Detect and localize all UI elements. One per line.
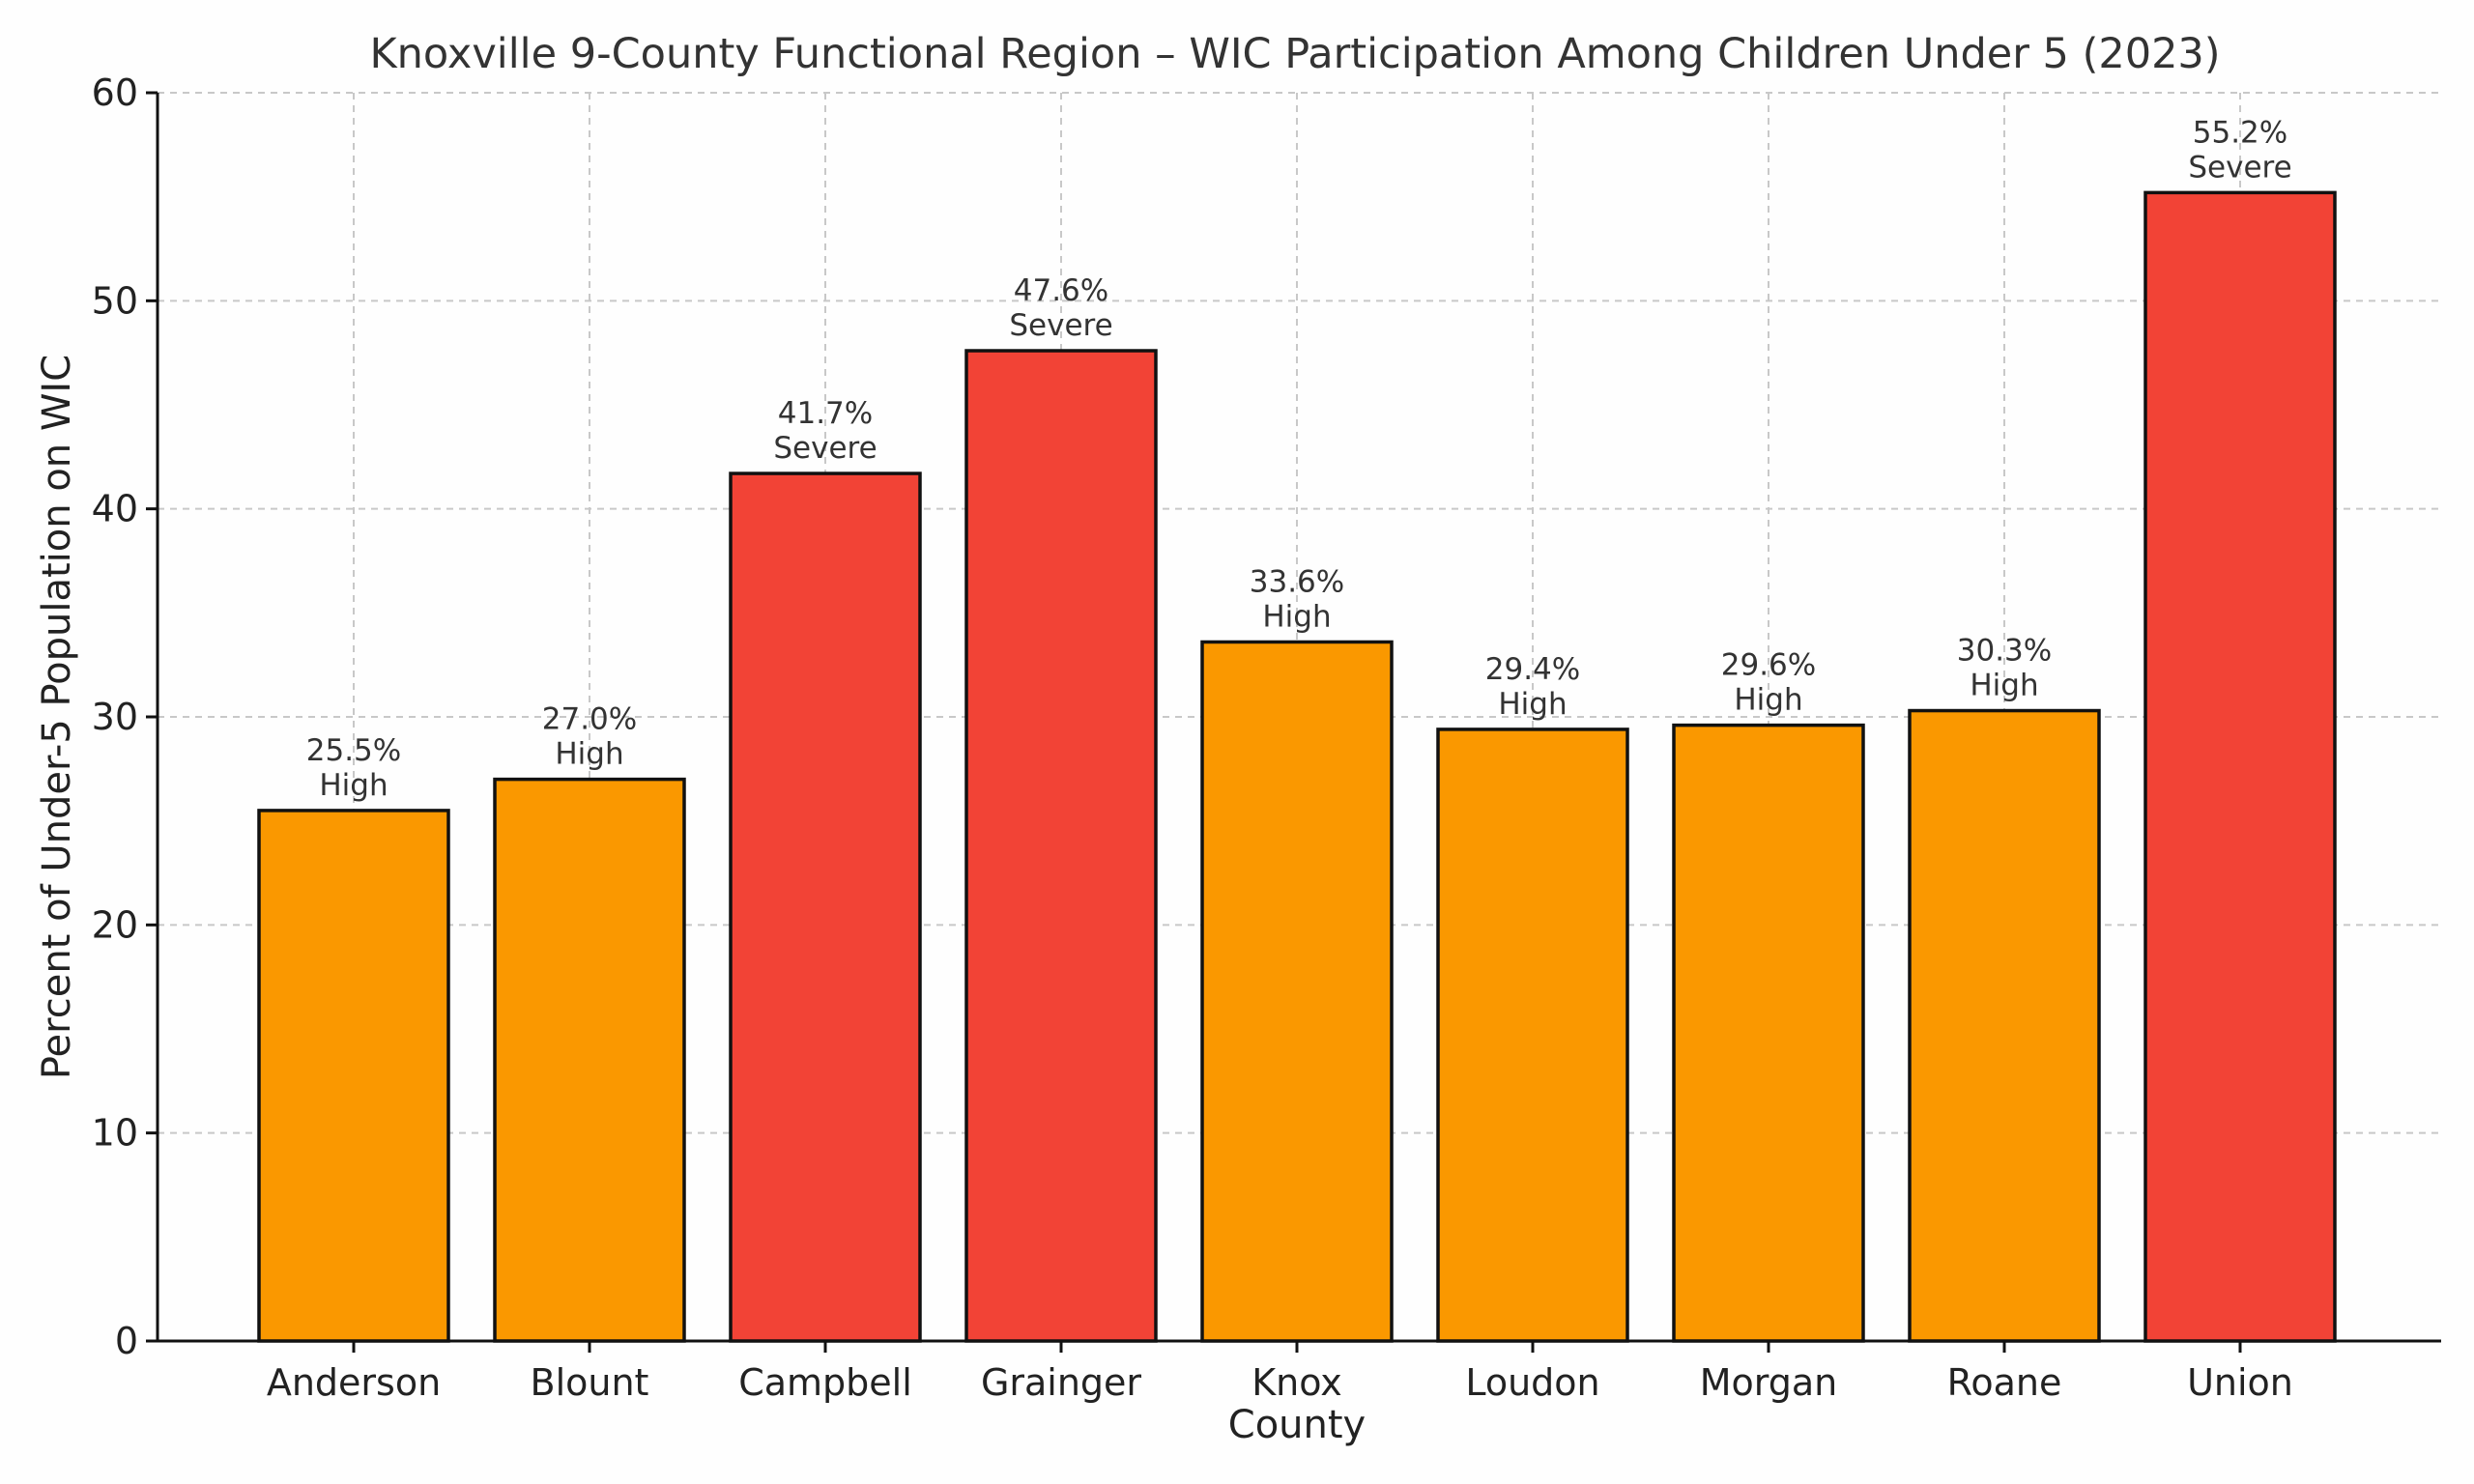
bar-value-label: 25.5%	[306, 733, 401, 768]
bar-severity-label: Severe	[2188, 150, 2291, 185]
y-tick-label: 50	[92, 279, 138, 322]
x-tick-label: Grainger	[981, 1361, 1141, 1404]
bar-value-label: 41.7%	[778, 396, 873, 431]
bar-value-label: 47.6%	[1014, 273, 1108, 308]
y-tick-label: 40	[92, 488, 138, 530]
bar-severity-label: High	[1970, 669, 2038, 703]
x-tick-label: Anderson	[267, 1361, 441, 1404]
bar-roane	[1908, 708, 2101, 1343]
x-tick-label: Union	[2187, 1361, 2293, 1404]
bars	[257, 190, 2337, 1343]
bar-union	[2143, 190, 2337, 1343]
bar-value-label: 55.2%	[2193, 115, 2287, 150]
x-tick-label: Roane	[1947, 1361, 2062, 1404]
bar-severity-label: Severe	[1009, 308, 1112, 343]
y-tick-label: 10	[92, 1112, 138, 1155]
bar-severity-label: High	[555, 737, 623, 772]
bar-severity-label: High	[319, 768, 388, 803]
bar-value-label: 29.4%	[1485, 652, 1580, 687]
bar-knox	[1200, 640, 1394, 1343]
x-tick-label: Loudon	[1465, 1361, 1599, 1404]
y-ticks: 0 10 20 30 40 50 60	[92, 71, 158, 1362]
bar-severity-label: High	[1734, 683, 1802, 718]
bar-campbell	[729, 471, 922, 1343]
bar-loudon	[1436, 728, 1629, 1343]
x-axis-label: County	[1228, 1403, 1366, 1447]
y-tick-label: 60	[92, 71, 138, 114]
bar-blount	[493, 777, 686, 1343]
x-tick-label: Campbell	[738, 1361, 912, 1404]
bar-severity-label: High	[1262, 599, 1331, 634]
y-axis-label: Percent of Under-5 Population on WIC	[35, 355, 79, 1079]
x-tick-label: Knox	[1251, 1361, 1342, 1404]
y-tick-label: 20	[92, 903, 138, 946]
bar-grainger	[964, 349, 1158, 1343]
y-tick-label: 0	[115, 1320, 138, 1362]
bar-severity-label: Severe	[773, 431, 877, 466]
bar-value-label: 27.0%	[542, 702, 637, 737]
x-ticks: Anderson Blount Campbell Grainger Knox Loudon…	[267, 1341, 2293, 1404]
chart-title: Knoxville 9-County Functional Region – W…	[369, 30, 2220, 78]
bar-value-label: 29.6%	[1721, 648, 1816, 683]
bar-labels: 25.5%High27.0%High41.7%Severe47.6%Severe…	[306, 115, 2292, 803]
bar-value-label: 33.6%	[1250, 564, 1344, 599]
bar-severity-label: High	[1498, 687, 1567, 722]
y-tick-label: 30	[92, 696, 138, 738]
bar-morgan	[1672, 723, 1865, 1343]
bar-anderson	[257, 809, 450, 1343]
bar-value-label: 30.3%	[1957, 634, 2052, 669]
x-tick-label: Morgan	[1700, 1361, 1837, 1404]
x-tick-label: Blount	[531, 1361, 649, 1404]
